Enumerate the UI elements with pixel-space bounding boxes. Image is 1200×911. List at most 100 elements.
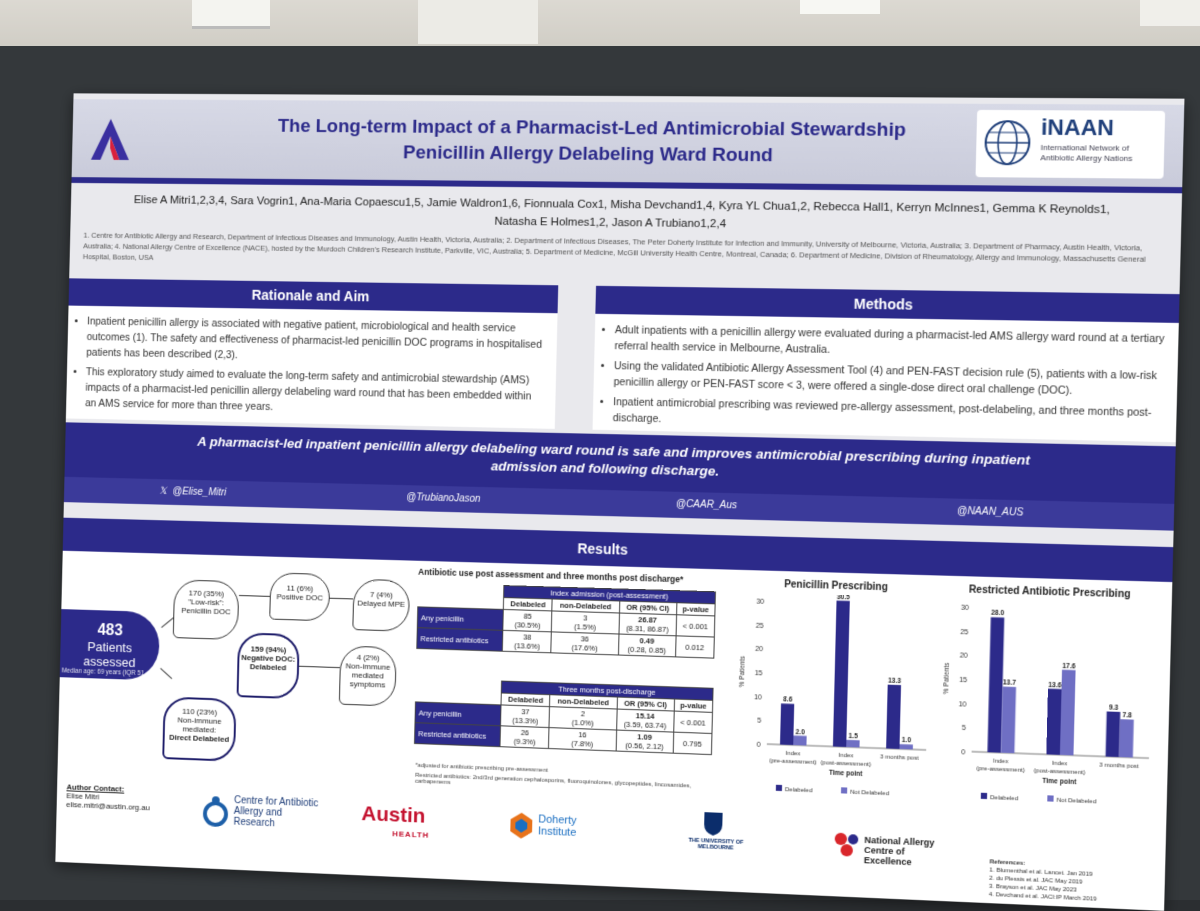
cell: (8.31, 86.87): [626, 624, 669, 634]
bar: [1106, 711, 1121, 757]
cell: (13.3%): [512, 716, 538, 726]
y-tick-label: 30: [961, 605, 969, 612]
bar: [780, 704, 794, 746]
author-contact: Author Contact: Elise Mitri elise.mitri@…: [66, 783, 150, 813]
antibiotic-use-tables: Antibiotic use post assessment and three…: [413, 561, 727, 803]
cell: (7.8%): [571, 739, 593, 749]
rationale-bullet: Inpatient penicillin allergy is associat…: [86, 314, 547, 369]
doherty-logo: Doherty Institute: [538, 813, 608, 840]
patient-flow-diagram: 483 Patients assessed Median age: 69 yea…: [57, 551, 428, 791]
ceiling: [0, 0, 1200, 52]
affiliations: 1. Centre for Antibiotic Allergy and Res…: [83, 230, 1162, 277]
data-label: 13.3: [888, 677, 902, 685]
node-label: "Low-risk": Penicillin DOC: [174, 597, 238, 617]
x-logo-icon: 𝕏: [159, 486, 167, 497]
austin-logo: Austin: [361, 802, 425, 828]
cell: 0.012: [675, 636, 714, 658]
bar: [846, 740, 859, 748]
bar: [899, 744, 912, 749]
y-tick-label: 30: [756, 598, 764, 605]
patients-label: Patients assessed: [60, 638, 159, 671]
bar: [1119, 719, 1134, 757]
node-label: Non-immune mediated symptoms: [340, 661, 395, 690]
social-handle: @TrubianoJason: [406, 492, 480, 505]
data-label: 13.6: [1048, 681, 1062, 689]
data-label: 13.7: [1003, 679, 1017, 687]
y-tick-label: 15: [959, 677, 967, 685]
y-axis-label: % Patients: [943, 663, 951, 695]
poster-title: The Long-term Impact of a Pharmacist-Led…: [205, 114, 983, 171]
cell: 38: [523, 632, 531, 641]
inaan-name: iNAAN: [1041, 114, 1114, 141]
x-tick-label: Index: [1052, 761, 1068, 768]
row-label: Restricted antibiotics: [414, 723, 500, 747]
x-tick-label: (pre-assessment): [976, 766, 1025, 774]
austin-logo-sub: HEALTH: [392, 829, 429, 839]
bar: [833, 601, 850, 747]
data-label: 1.0: [902, 737, 912, 745]
wall-pillar: [418, 0, 538, 44]
cell: (17.6%): [571, 643, 597, 653]
austin-a-logo-icon: [89, 117, 132, 162]
data-label: 28.0: [991, 610, 1005, 618]
cell: (1.0%): [572, 718, 594, 728]
social-handle: @NAAN_AUS: [957, 506, 1024, 519]
legend-label: Delabeled: [990, 795, 1018, 802]
legend-swatch: [1047, 795, 1053, 801]
x-axis-label: Time point: [829, 770, 863, 778]
cell: < 0.001: [676, 615, 715, 637]
legend-label: Not Delabeled: [1057, 798, 1097, 806]
caar-logo-icon: [201, 794, 231, 829]
poster-header: The Long-term Impact of a Pharmacist-Led…: [72, 99, 1185, 187]
data-label: 2.0: [795, 728, 805, 736]
ceiling-light: [192, 0, 270, 29]
row-label: Any penicillin: [417, 607, 503, 631]
flow-arrow: [160, 668, 172, 679]
references: References: 1. Blumenthal et al. Lancet.…: [989, 858, 1157, 906]
restricted-antibiotic-chart: Restricted Antibiotic Prescribing 051015…: [935, 576, 1160, 820]
negative-doc-node: 159 (94%) Negative DOC: Delabeled: [237, 632, 300, 699]
y-tick-label: 25: [960, 629, 968, 636]
melbourne-crest-icon: [702, 810, 725, 837]
legend-swatch: [981, 793, 987, 799]
bar: [1060, 670, 1076, 756]
x-tick-label: Index: [993, 758, 1008, 765]
bar: [886, 685, 901, 749]
direct-delabeled-node: 110 (23%) Non-immune mediated: Direct De…: [162, 696, 236, 761]
low-risk-node: 170 (35%) "Low-risk": Penicillin DOC: [173, 579, 240, 640]
positive-doc-node: 11 (6%) Positive DOC: [269, 572, 330, 621]
cell: (13.6%): [514, 641, 540, 651]
ceiling-light: [1140, 0, 1200, 26]
data-label: 30.5: [837, 593, 851, 601]
y-tick-label: 25: [756, 622, 764, 629]
doherty-logo-icon: [508, 810, 534, 841]
y-tick-label: 20: [960, 653, 968, 660]
cell: 16: [578, 730, 587, 739]
nace-logo: National Allergy Centre of Excellence: [864, 835, 947, 869]
methods-bullet: Inpatient antimicrobial prescribing was …: [613, 394, 1167, 438]
cell: (9.3%): [514, 737, 536, 747]
cell: 0.795: [673, 732, 712, 754]
flow-arrow: [239, 595, 270, 597]
flow-arrow: [161, 617, 174, 627]
x-tick-label: Index: [838, 753, 853, 760]
x-tick-label: (pre-assessment): [769, 758, 817, 766]
x-axis-label: Time point: [1042, 778, 1077, 787]
y-tick-label: 10: [958, 701, 966, 709]
y-tick-label: 0: [961, 749, 965, 756]
cell: (0.56, 2.12): [625, 741, 664, 751]
inaan-subtitle: International Network of Antibiotic Alle…: [1040, 143, 1162, 164]
penicillin-prescribing-chart: Penicillin Prescribing 051015202530% Pat…: [731, 570, 937, 811]
x-tick-label: 3 months post: [880, 754, 919, 762]
methods-bullet: Adult inpatients with a penicillin aller…: [614, 322, 1168, 364]
data-label: 7.8: [1122, 712, 1132, 720]
node-label: Delayed MPE: [354, 598, 409, 609]
cell: < 0.001: [674, 711, 713, 733]
node-label: Direct Delabeled: [165, 733, 234, 744]
non-immune-symptoms-node: 4 (2%) Non-immune mediated symptoms: [339, 645, 397, 706]
methods-body: Adult inpatients with a penicillin aller…: [593, 314, 1179, 442]
cell: (3.59, 63.74): [624, 720, 667, 731]
caar-logo: Centre for Antibiotic Allergy and Resear…: [233, 795, 321, 831]
delayed-mpe-node: 7 (4%) Delayed MPE: [352, 579, 410, 632]
bar: [1046, 689, 1061, 755]
